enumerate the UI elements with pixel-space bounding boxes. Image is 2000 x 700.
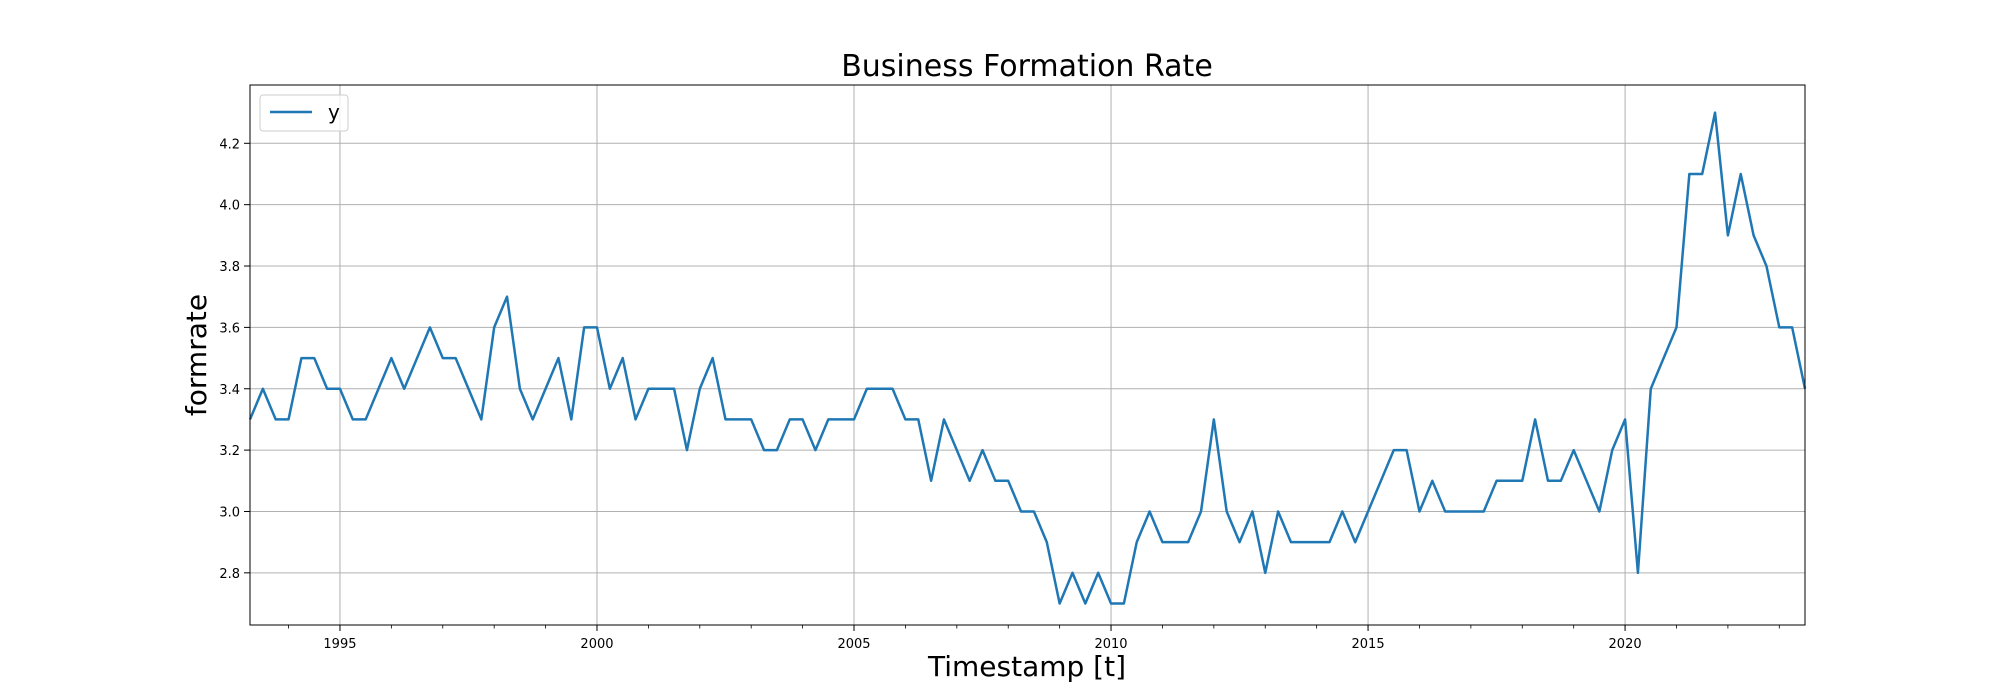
plot-frame [249, 84, 1806, 626]
x-tick-label: 2010 [1094, 637, 1127, 652]
x-tick-label: 1995 [323, 637, 356, 652]
y-tick-label: 3.6 [219, 321, 240, 336]
x-axis-label: Timestamp [t] [927, 650, 1126, 683]
axes-ticks: 1995 2000 2005 2010 2015 2020 2.8 3.0 3.2 3.4 3.6 3… [219, 137, 1780, 652]
grid [250, 85, 1805, 625]
y-tick-label: 3.4 [219, 383, 240, 398]
x-tick-label: 2015 [1352, 637, 1385, 652]
y-tick-label: 2.8 [219, 567, 240, 582]
x-tick-label: 2005 [837, 637, 870, 652]
y-tick-label: 3.0 [219, 505, 240, 520]
y-tick-label: 3.8 [219, 260, 240, 275]
legend: y [259, 94, 349, 132]
plot-area [248, 111, 1807, 605]
y-axis-label: formrate [180, 294, 213, 416]
x-tick-label: 2020 [1609, 637, 1642, 652]
legend-label: y [328, 100, 340, 124]
chart-title: Business Formation Rate [841, 49, 1213, 84]
series-line-y [248, 111, 1807, 605]
y-tick-label: 3.2 [219, 444, 240, 459]
y-tick-label: 4.0 [219, 199, 240, 214]
y-tick-label: 4.2 [219, 137, 240, 152]
x-tick-label: 2000 [580, 637, 613, 652]
